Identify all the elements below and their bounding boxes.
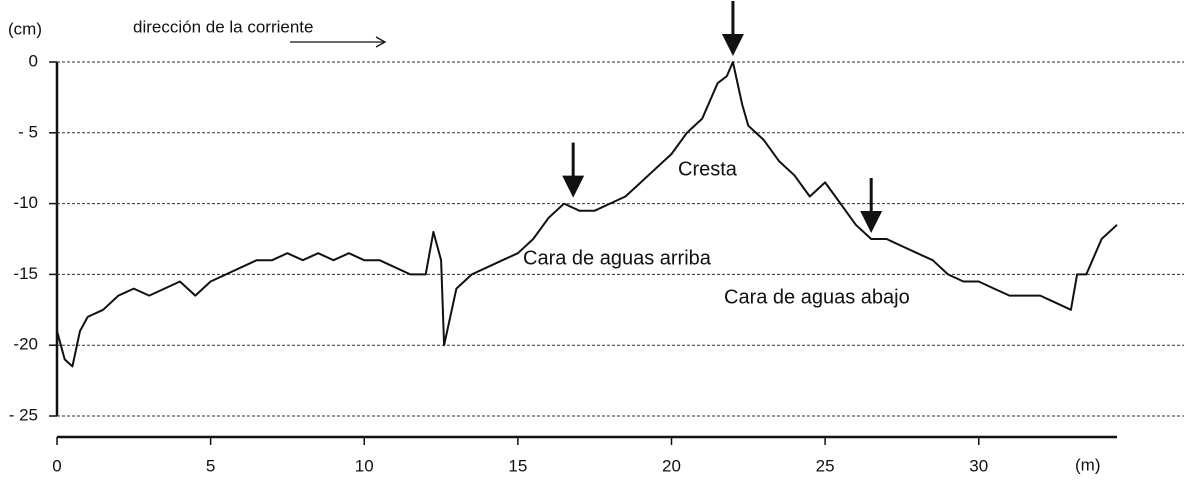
y-axis-label: (cm) bbox=[8, 19, 42, 38]
annotation: Cara de aguas arriba bbox=[523, 247, 712, 269]
y-tick-label: - 5 bbox=[18, 122, 38, 141]
x-axis-label: (m) bbox=[1075, 455, 1100, 474]
y-tick-label: -20 bbox=[13, 335, 38, 354]
annotation: Cresta bbox=[678, 158, 738, 180]
flow-label: dirección de la corriente bbox=[133, 17, 313, 36]
x-tick-label: 30 bbox=[969, 456, 988, 475]
annotation: Cara de aguas abajo bbox=[724, 286, 910, 308]
profile-line bbox=[56, 61, 1118, 368]
flow-arrow bbox=[290, 36, 387, 48]
y-tick-label: -10 bbox=[13, 193, 38, 212]
y-tick-label: -15 bbox=[13, 264, 38, 283]
marker-arrow-part bbox=[562, 175, 585, 198]
x-tick-label: 10 bbox=[355, 456, 374, 475]
marker-arrow bbox=[721, 1, 744, 56]
marker-arrow bbox=[860, 178, 883, 233]
x-tick-label: 0 bbox=[52, 456, 61, 475]
x-tick-label: 15 bbox=[508, 456, 527, 475]
marker-arrow-part bbox=[721, 34, 744, 56]
x-tick-label: 25 bbox=[816, 456, 835, 475]
x-tick-label: 5 bbox=[206, 456, 215, 475]
x-tick-label: 20 bbox=[662, 456, 681, 475]
y-tick-label: - 25 bbox=[9, 405, 38, 424]
marker-arrow bbox=[562, 142, 585, 198]
marker-arrow-part bbox=[860, 211, 883, 233]
y-tick-label: 0 bbox=[29, 51, 38, 70]
